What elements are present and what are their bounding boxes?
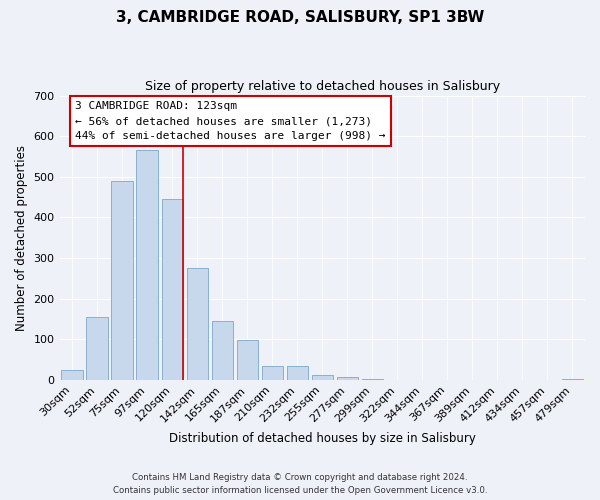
Bar [136, 150, 158, 380]
Y-axis label: Number of detached properties: Number of detached properties [15, 144, 28, 330]
Text: Contains HM Land Registry data © Crown copyright and database right 2024.
Contai: Contains HM Land Registry data © Crown c… [113, 473, 487, 495]
Bar [262, 366, 283, 380]
Bar [112, 181, 133, 380]
X-axis label: Distribution of detached houses by size in Salisbury: Distribution of detached houses by size … [169, 432, 476, 445]
Bar [362, 379, 383, 380]
Bar [562, 378, 583, 380]
Bar [161, 199, 183, 380]
Bar [337, 376, 358, 380]
Title: Size of property relative to detached houses in Salisbury: Size of property relative to detached ho… [145, 80, 500, 93]
Bar [311, 374, 333, 380]
Bar [287, 366, 308, 380]
Text: 3 CAMBRIDGE ROAD: 123sqm
← 56% of detached houses are smaller (1,273)
44% of sem: 3 CAMBRIDGE ROAD: 123sqm ← 56% of detach… [76, 101, 386, 141]
Bar [187, 268, 208, 380]
Text: 3, CAMBRIDGE ROAD, SALISBURY, SP1 3BW: 3, CAMBRIDGE ROAD, SALISBURY, SP1 3BW [116, 10, 484, 25]
Bar [236, 340, 258, 380]
Bar [61, 370, 83, 380]
Bar [86, 317, 108, 380]
Bar [212, 321, 233, 380]
